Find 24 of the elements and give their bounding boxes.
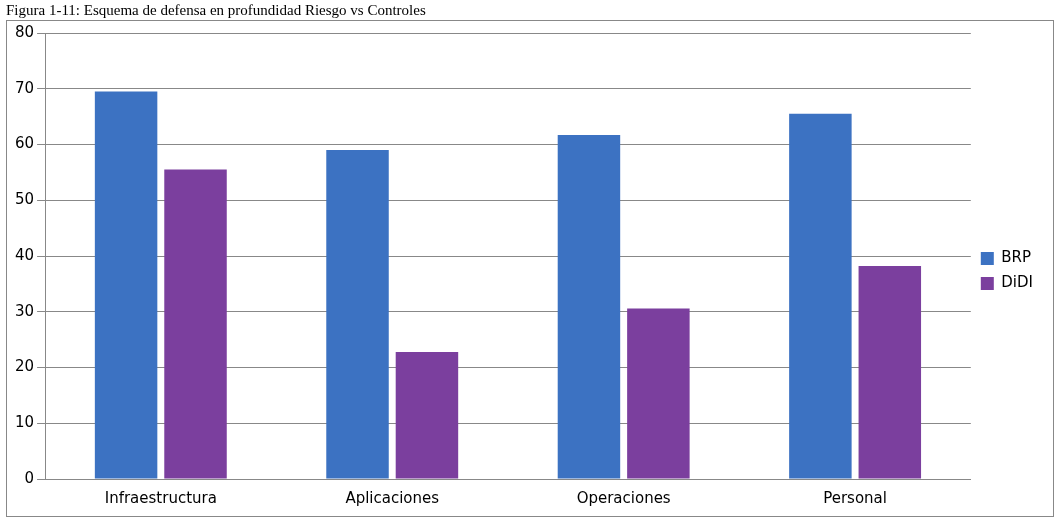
- y-tick-label: 0: [24, 468, 35, 487]
- x-tick-label: Personal: [823, 488, 887, 507]
- bar: [789, 113, 852, 479]
- chart-title: Figura 1-11: Esquema de defensa en profundidad Riesgo vs Controles: [6, 1, 427, 20]
- bar: [326, 150, 389, 479]
- legend-label: DiDI: [1001, 273, 1034, 292]
- y-tick-label: 30: [14, 301, 35, 320]
- y-tick-label: 50: [14, 190, 35, 209]
- bar: [627, 308, 690, 479]
- x-tick-label: Infraestructura: [104, 488, 217, 507]
- y-tick-label: 80: [14, 22, 35, 41]
- bar: [858, 266, 922, 479]
- y-tick-label: 20: [14, 357, 35, 376]
- y-tick-label: 70: [14, 78, 35, 97]
- bar: [94, 91, 158, 479]
- bar: [557, 135, 621, 479]
- x-tick-label: Operaciones: [576, 488, 671, 507]
- y-tick-label: 60: [14, 134, 35, 153]
- legend-label: BRP: [1001, 248, 1032, 267]
- x-tick-label: Aplicaciones: [345, 488, 440, 507]
- bar: [395, 351, 459, 479]
- bar: [164, 169, 227, 479]
- y-tick-label: 40: [14, 245, 35, 264]
- y-tick-label: 10: [14, 413, 35, 432]
